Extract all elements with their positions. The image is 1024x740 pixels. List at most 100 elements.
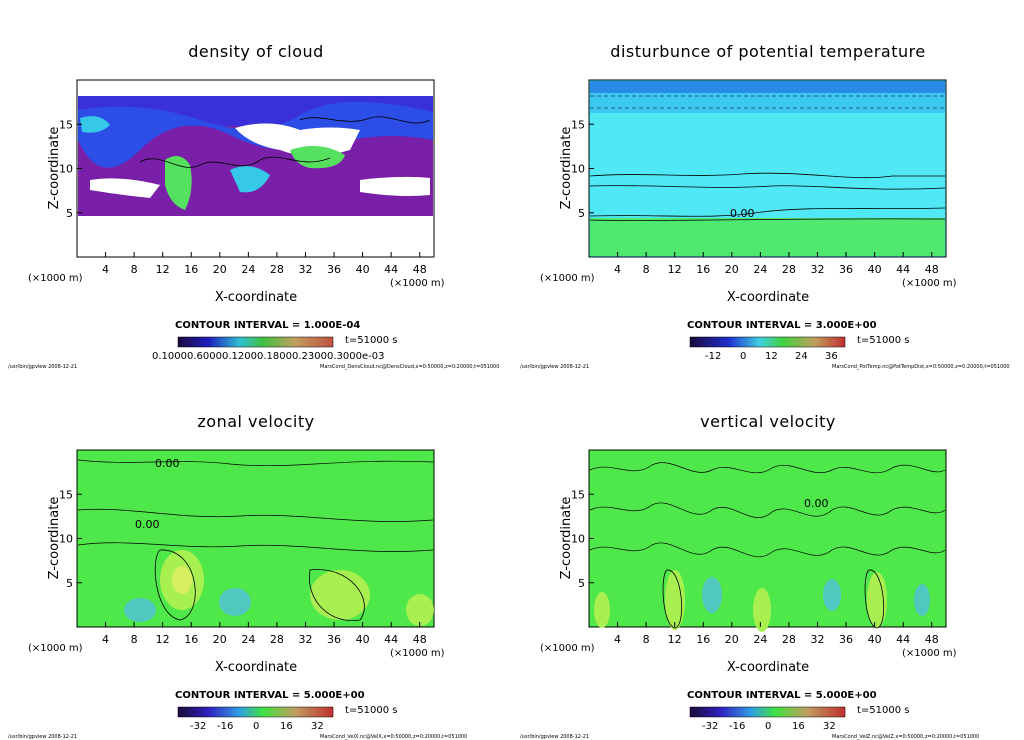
contour-line <box>589 502 946 518</box>
contour-line <box>662 569 683 629</box>
temp-top-band <box>590 81 945 93</box>
y-ticks: 5 10 15 <box>59 118 82 220</box>
x-unit-left: (×1000 m) <box>540 643 595 654</box>
x-tick-label: 20 <box>213 633 227 646</box>
x-tick-label: 24 <box>241 263 255 276</box>
velocity-updraft <box>867 572 887 628</box>
colorbar <box>689 706 846 718</box>
colorbar-tick: 32 <box>311 721 324 732</box>
cloud-clear-gap-2 <box>90 178 160 198</box>
x-tick-label: 8 <box>643 263 650 276</box>
contour-line <box>589 185 946 190</box>
y-ticks: 5 10 15 <box>571 488 594 590</box>
x-axis-label: X-coordinate <box>726 290 810 305</box>
x-tick-label: 16 <box>696 633 710 646</box>
panel-potential-temperature: disturbunce of potential temperature 0.0… <box>512 0 1024 370</box>
y-tick-label: 15 <box>59 488 73 501</box>
x-axis-label: X-coordinate <box>214 660 298 675</box>
contour-interval: CONTOUR INTERVAL = 3.000E+00 <box>687 320 877 331</box>
panel-density-of-cloud: density of cloud 4 8 12 16 20 24 28 32 36 40 44 48 … <box>0 0 512 370</box>
footer-left: /usr/bin/gpview 2008-12-21 <box>520 734 590 740</box>
colorbar-tick: 36 <box>825 351 838 362</box>
x-ticks: 4 8 12 16 20 24 28 32 36 40 44 48 <box>614 252 939 276</box>
contour-line <box>139 156 331 168</box>
x-tick-label: 4 <box>102 633 109 646</box>
velocity-updraft <box>753 588 771 632</box>
x-tick-label: 4 <box>614 263 621 276</box>
contour-line <box>589 172 945 179</box>
colorbar-tick: 32 <box>823 721 836 732</box>
colorbar-tick-labels: 0.10000.60000.12000.18000.23000.3000e-03 <box>152 351 385 362</box>
chart-title: vertical velocity <box>700 412 836 431</box>
x-tick-label: 48 <box>925 263 939 276</box>
footer-left: /usr/bin/gpview 2008-12-21 <box>8 734 78 740</box>
x-tick-label: 12 <box>668 263 682 276</box>
x-unit-right: (×1000 m) <box>390 278 445 289</box>
colorbar-tick: 16 <box>280 721 293 732</box>
chart-title: density of cloud <box>188 42 324 61</box>
plot-frame <box>76 449 435 628</box>
y-tick-label: 5 <box>578 577 585 590</box>
cloud-dense-cell-1 <box>165 156 192 210</box>
x-tick-label: 16 <box>696 263 710 276</box>
x-tick-label: 36 <box>839 263 853 276</box>
x-tick-label: 48 <box>413 633 427 646</box>
contour-label: 0.00 <box>804 497 829 510</box>
footer-left: /usr/bin/gpview 2008-12-21 <box>520 364 590 370</box>
x-unit-left: (×1000 m) <box>28 643 83 654</box>
x-tick-label: 36 <box>327 263 341 276</box>
colorbar-tick: 16 <box>792 721 805 732</box>
y-ticks: 5 10 15 <box>571 118 594 220</box>
velocity-downdraft <box>702 577 722 613</box>
y-axis-label: Z-coordinate <box>47 497 62 580</box>
cloud-clear-gap <box>235 123 360 156</box>
y-tick-label: 10 <box>571 163 585 176</box>
x-tick-label: 24 <box>241 633 255 646</box>
y-axis-label: Z-coordinate <box>559 127 574 210</box>
contour-line <box>77 542 434 552</box>
panel-vertical-velocity: vertical velocity 0.00 4 8 12 16 20 24 28 32 36 4… <box>512 370 1024 740</box>
x-ticks: 4 8 12 16 20 24 28 32 36 40 44 48 <box>614 622 939 646</box>
x-tick-label: 32 <box>298 633 312 646</box>
velocity-core <box>172 566 192 594</box>
velocity-cell-negative <box>219 588 251 616</box>
x-tick-label: 8 <box>131 263 138 276</box>
colorbar-tick: 12 <box>765 351 778 362</box>
cloud-dense-cell-4 <box>80 116 110 133</box>
colorbar-tick: -32 <box>702 721 719 732</box>
x-tick-label: 16 <box>184 263 198 276</box>
cloud-dense-cell-2 <box>290 146 345 169</box>
colorbar <box>177 706 334 718</box>
x-tick-label: 32 <box>298 263 312 276</box>
colorbar-tick: -12 <box>705 351 722 362</box>
contour-label: 0.00 <box>135 518 160 531</box>
x-tick-label: 36 <box>839 633 853 646</box>
contour-line <box>589 207 946 217</box>
y-tick-label: 5 <box>578 207 585 220</box>
y-tick-label: 15 <box>571 118 585 131</box>
x-tick-label: 20 <box>725 633 739 646</box>
velocity-downdraft <box>823 579 841 611</box>
contour-line <box>299 116 431 124</box>
footer-right: MarsCond_VelX.nc@VelX,x=0:50000,z=0:2000… <box>320 734 468 740</box>
x-ticks: 4 8 12 16 20 24 28 32 36 40 44 48 <box>102 622 427 646</box>
colorbar-tick: 0 <box>740 351 747 362</box>
contour-line <box>308 569 365 622</box>
footer-right: MarsCond_DensCloud.nc@DensCloud,x=0:5000… <box>320 364 500 370</box>
colorbar-tick: 0 <box>253 721 260 732</box>
contour-interval: CONTOUR INTERVAL = 5.000E+00 <box>175 690 365 701</box>
contour-line <box>589 542 946 558</box>
velocity-cell <box>406 594 434 626</box>
footer-left: /usr/bin/gpview 2008-12-21 <box>8 364 78 370</box>
x-axis-label: X-coordinate <box>214 290 298 305</box>
velocity-cell-negative <box>124 598 156 622</box>
colorbar-tick: 0 <box>765 721 772 732</box>
x-tick-label: 48 <box>925 633 939 646</box>
x-unit-left: (×1000 m) <box>28 273 83 284</box>
x-tick-label: 4 <box>614 633 621 646</box>
x-tick-label: 40 <box>868 633 882 646</box>
x-tick-label: 12 <box>668 633 682 646</box>
